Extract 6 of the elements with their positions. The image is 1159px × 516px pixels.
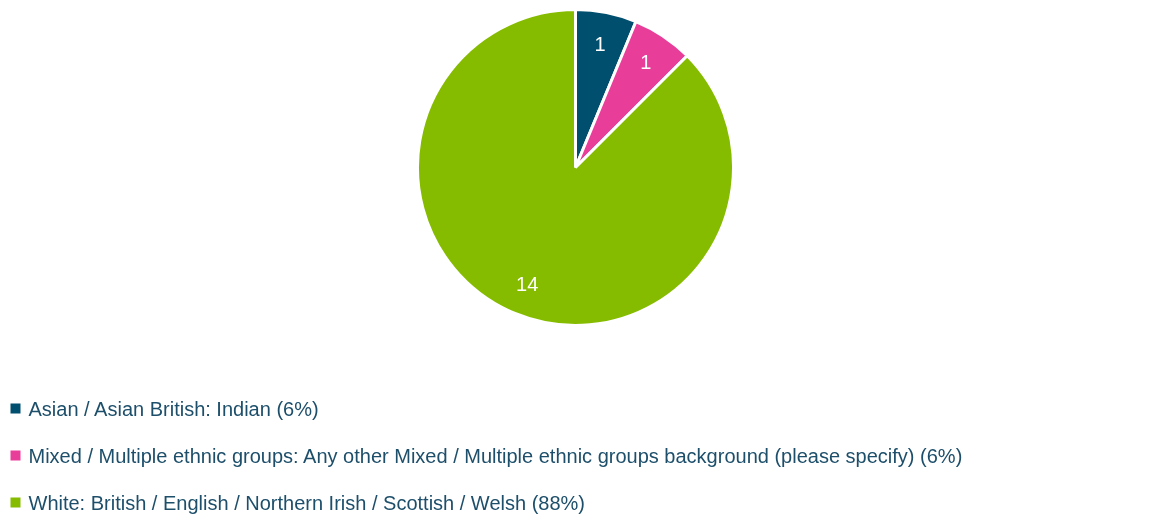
data-label: 14 bbox=[516, 273, 539, 296]
data-label: 1 bbox=[594, 32, 606, 55]
legend-label: Asian / Asian British: Indian (6%) bbox=[28, 397, 319, 420]
legend-label: White: British / English / Northern Irish / Scottish / Welsh (88%) bbox=[28, 491, 585, 514]
legend-label: Mixed / Multiple ethnic groups: Any other Mixed / Multiple ethnic groups background (please specify) (6%) bbox=[28, 444, 963, 467]
data-label: 1 bbox=[640, 51, 652, 74]
